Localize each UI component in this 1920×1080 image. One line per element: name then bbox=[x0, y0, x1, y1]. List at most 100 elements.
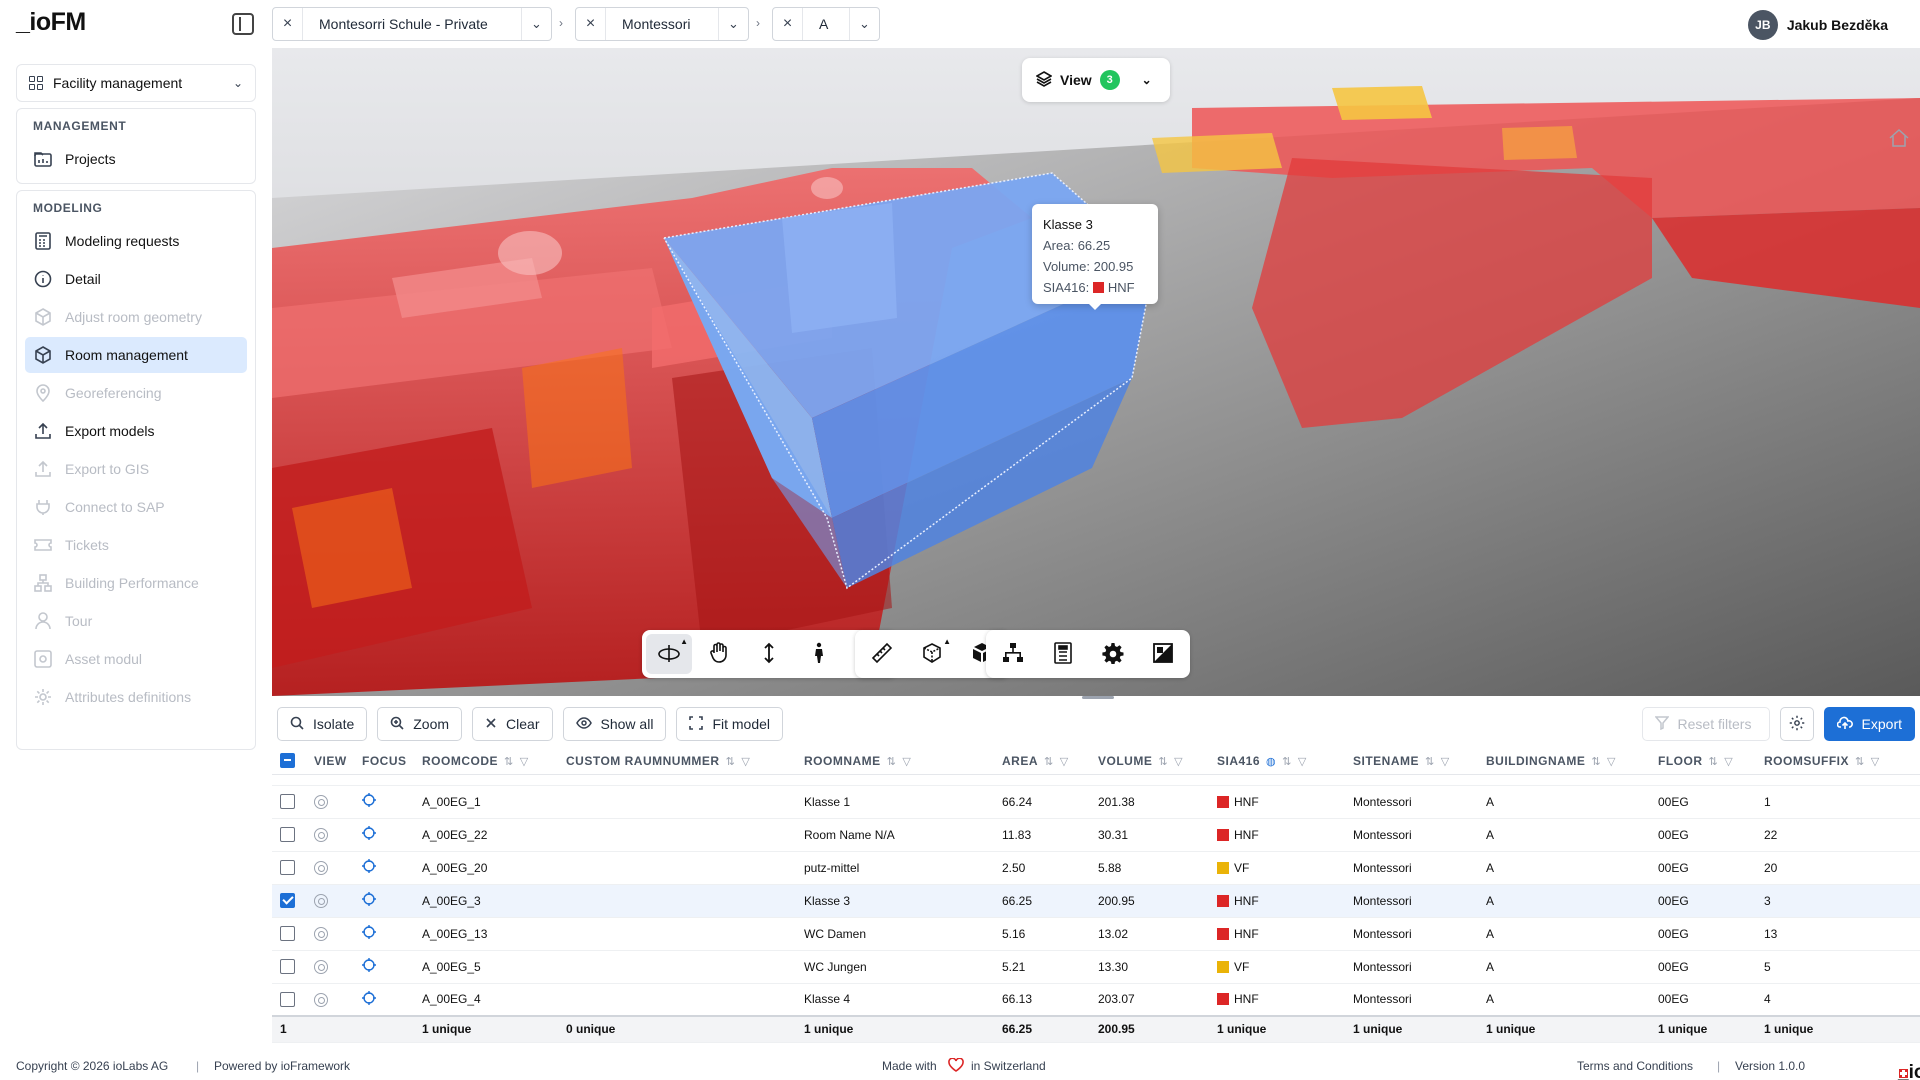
sort-icon[interactable]: ⇅ bbox=[1282, 755, 1292, 768]
filter-icon[interactable]: ▽ bbox=[1440, 755, 1450, 768]
model-tree-tool[interactable] bbox=[990, 634, 1036, 674]
filter-icon[interactable]: ▽ bbox=[1297, 755, 1307, 768]
crosshair-icon[interactable] bbox=[362, 990, 376, 1008]
export-button[interactable]: Export bbox=[1823, 707, 1915, 741]
terms-link[interactable]: Terms and Conditions bbox=[1577, 1059, 1694, 1073]
table-settings-button[interactable] bbox=[1779, 707, 1814, 741]
section-tool[interactable]: ▲ bbox=[909, 634, 955, 674]
fullscreen-tool[interactable] bbox=[1140, 634, 1186, 674]
breadcrumb-project[interactable]: × Montesorri Schule - Private ⌄ bbox=[272, 7, 552, 41]
row-select-cell[interactable] bbox=[272, 950, 306, 984]
row-select-cell[interactable] bbox=[272, 983, 306, 1017]
user-menu[interactable]: JB Jakub Bezděka bbox=[1747, 10, 1888, 40]
row-select-cell[interactable] bbox=[272, 818, 306, 852]
properties-tool[interactable] bbox=[1040, 634, 1086, 674]
sort-icon[interactable]: ⇅ bbox=[1708, 755, 1719, 768]
avatar[interactable]: JB bbox=[1747, 10, 1778, 40]
row-checkbox[interactable] bbox=[280, 926, 295, 942]
sidebar-item-modeling-requests[interactable]: Modeling requests bbox=[25, 223, 247, 259]
pan-tool[interactable] bbox=[696, 634, 742, 674]
select-all-cell[interactable] bbox=[272, 748, 306, 775]
clear-site-icon[interactable]: × bbox=[576, 8, 606, 40]
column-header-area[interactable]: Area ⇅ ▽ bbox=[994, 748, 1090, 775]
sort-icon[interactable]: ⇅ bbox=[1591, 755, 1602, 768]
column-header-roomsuffix[interactable]: Roomsuffix ⇅ ▽ bbox=[1756, 748, 1920, 775]
module-selector[interactable]: Facility management ⌄ bbox=[16, 64, 256, 102]
row-select-cell[interactable] bbox=[272, 851, 306, 885]
sidebar-item-export-to-gis[interactable]: Export to GIS bbox=[25, 451, 247, 487]
crosshair-icon[interactable] bbox=[362, 892, 376, 909]
panel-resize-handle[interactable] bbox=[1082, 696, 1114, 699]
row-focus-cell[interactable] bbox=[354, 917, 414, 951]
row-checkbox[interactable] bbox=[280, 794, 295, 810]
row-view-cell[interactable] bbox=[306, 917, 354, 951]
zoom-tool[interactable] bbox=[746, 634, 792, 674]
user-name[interactable]: Jakub Bezděka bbox=[1786, 17, 1888, 33]
row-view-cell[interactable] bbox=[306, 785, 354, 819]
table-row[interactable]: A_00EG_4 Klasse 4 66.13 203.07 HNF Montessori… bbox=[272, 983, 1920, 1017]
home-icon[interactable] bbox=[1888, 128, 1910, 151]
chevron-down-icon[interactable]: ⌄ bbox=[521, 8, 551, 40]
table-row[interactable]: A_00EG_3 Klasse 3 66.25 200.95 HNF Montessori… bbox=[272, 884, 1920, 918]
crosshair-icon[interactable] bbox=[362, 826, 376, 843]
sidebar-item-adjust-room-geometry[interactable]: Adjust room geometry bbox=[25, 299, 247, 335]
table-row[interactable]: A_00EG_1 Klasse 1 66.24 201.38 HNF Montessori… bbox=[272, 785, 1920, 819]
filter-icon[interactable]: ▽ bbox=[1870, 755, 1880, 768]
iolabs-logo[interactable]: _ioLabs bbox=[1898, 1055, 1920, 1080]
column-header-buildingname[interactable]: Buildingname ⇅ ▽ bbox=[1478, 748, 1650, 775]
table-row[interactable]: A_00EG_22 Room Name N/A 11.83 30.31 HNF Monte… bbox=[272, 818, 1920, 852]
sort-icon[interactable]: ⇅ bbox=[504, 755, 514, 768]
visibility-icon[interactable] bbox=[314, 992, 328, 1007]
table-row[interactable]: A_00EG_5 WC Jungen 5.21 13.30 VF Montessori A 0… bbox=[272, 950, 1920, 984]
visibility-icon[interactable] bbox=[314, 893, 328, 908]
breadcrumb-site[interactable]: × Montessori ⌄ bbox=[575, 7, 749, 41]
sidebar-item-tour[interactable]: Tour bbox=[25, 603, 247, 639]
sidebar-item-export-models[interactable]: Export models bbox=[25, 413, 247, 449]
row-focus-cell[interactable] bbox=[354, 818, 414, 852]
filter-icon[interactable]: ▽ bbox=[1059, 755, 1069, 768]
sort-icon[interactable]: ⇅ bbox=[1158, 755, 1169, 768]
sidebar-item-connect-to-sap[interactable]: Connect to SAP bbox=[25, 489, 247, 525]
filter-icon[interactable]: ▽ bbox=[1174, 755, 1184, 768]
sidebar-item-room-management[interactable]: Room management bbox=[25, 337, 247, 373]
visibility-icon[interactable] bbox=[314, 959, 328, 974]
row-view-cell[interactable] bbox=[306, 851, 354, 885]
clear-project-icon[interactable]: × bbox=[273, 8, 303, 40]
walk-tool[interactable] bbox=[796, 634, 842, 674]
palette-icon[interactable]: ◍ bbox=[1266, 755, 1277, 768]
column-header-sia416[interactable]: SIA416 ◍ ⇅ ▽ bbox=[1209, 748, 1345, 775]
table-row[interactable]: A_00EG_13 WC Damen 5.16 13.02 HNF Montessori A… bbox=[272, 917, 1920, 951]
select-all-checkbox[interactable] bbox=[280, 753, 295, 769]
reset-filters-button[interactable]: Reset filters bbox=[1641, 707, 1770, 741]
crosshair-icon[interactable] bbox=[362, 793, 376, 810]
sidebar-item-projects[interactable]: Projects bbox=[25, 141, 247, 177]
view-button[interactable]: View 3 ⌄ bbox=[1022, 58, 1170, 102]
row-focus-cell[interactable] bbox=[354, 950, 414, 984]
filter-icon[interactable]: ▽ bbox=[1607, 755, 1617, 768]
crosshair-icon[interactable] bbox=[362, 859, 376, 876]
settings-tool[interactable] bbox=[1090, 634, 1136, 674]
visibility-icon[interactable] bbox=[314, 860, 328, 875]
orbit-tool[interactable]: ▲ bbox=[646, 634, 692, 674]
breadcrumb-building[interactable]: × A ⌄ bbox=[772, 7, 880, 41]
row-focus-cell[interactable] bbox=[354, 851, 414, 885]
row-checkbox[interactable] bbox=[280, 991, 295, 1007]
app-logo[interactable]: _ioFM bbox=[16, 8, 86, 36]
sidebar-toggle-icon[interactable] bbox=[232, 13, 254, 35]
row-checkbox[interactable] bbox=[280, 827, 295, 843]
building-model-render[interactable] bbox=[272, 48, 1920, 696]
row-focus-cell[interactable] bbox=[354, 785, 414, 819]
clear-building-icon[interactable]: × bbox=[773, 8, 803, 40]
row-select-cell[interactable] bbox=[272, 785, 306, 819]
sidebar-item-asset-modul[interactable]: Asset modul bbox=[25, 641, 247, 677]
row-select-cell[interactable] bbox=[272, 884, 306, 918]
column-header-floor[interactable]: Floor ⇅ ▽ bbox=[1650, 748, 1756, 775]
crosshair-icon[interactable] bbox=[362, 958, 376, 975]
chevron-down-icon[interactable]: ⌄ bbox=[849, 8, 879, 40]
row-view-cell[interactable] bbox=[306, 950, 354, 984]
row-checkbox[interactable] bbox=[280, 860, 295, 876]
row-checkbox[interactable] bbox=[280, 893, 295, 909]
row-checkbox[interactable] bbox=[280, 959, 295, 975]
sort-icon[interactable]: ⇅ bbox=[725, 755, 736, 768]
table-row[interactable]: A_00EG_20 putz-mittel 2.50 5.88 VF Montessori… bbox=[272, 851, 1920, 885]
